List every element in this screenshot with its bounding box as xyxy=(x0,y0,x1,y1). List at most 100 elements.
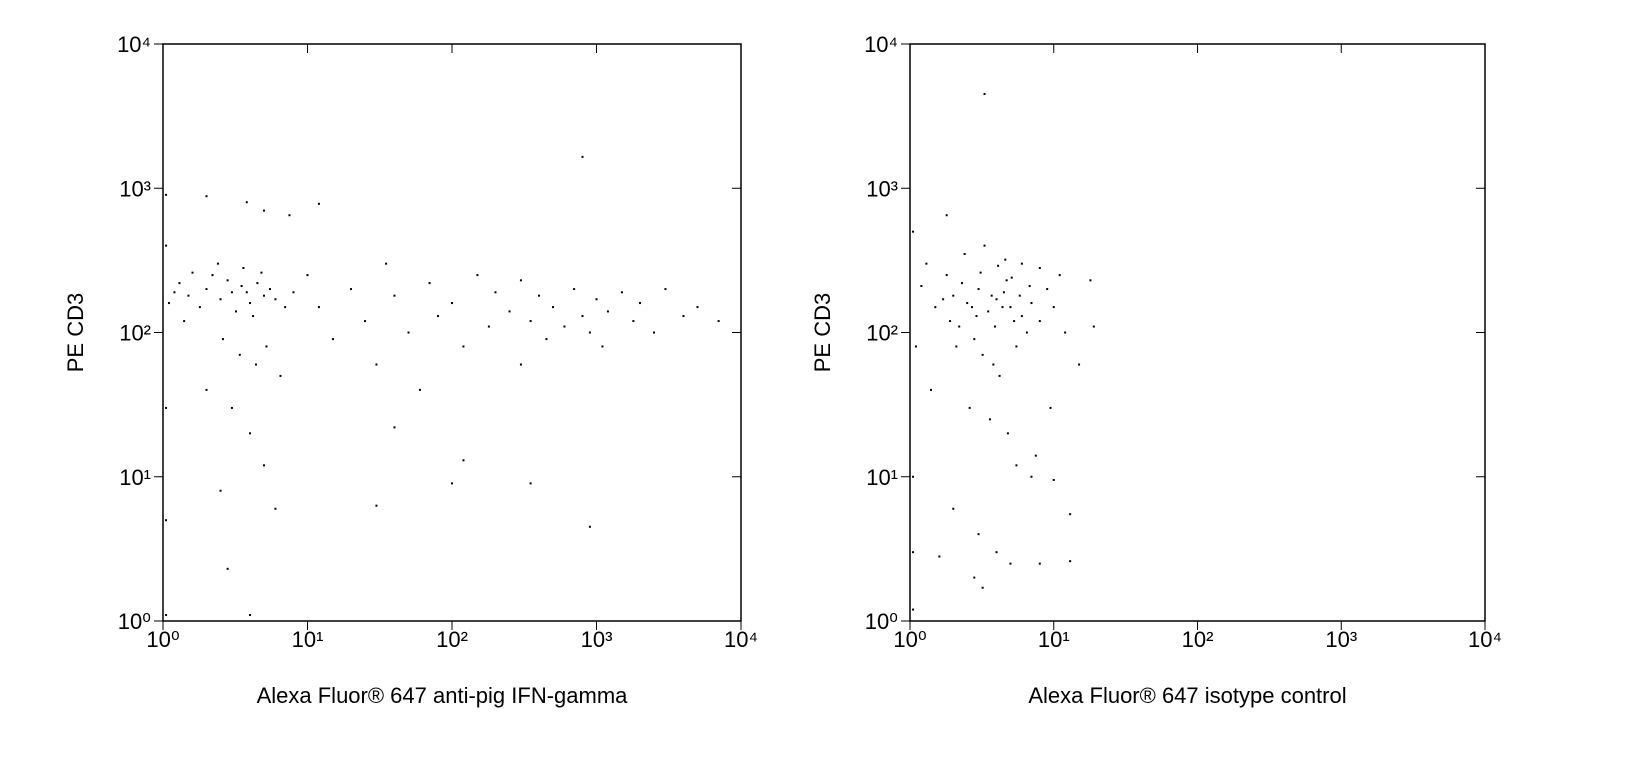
event-dot xyxy=(508,310,511,313)
event-dot xyxy=(638,302,641,305)
event-dot xyxy=(945,274,948,277)
event-dot xyxy=(912,608,915,611)
event-dot xyxy=(983,244,986,247)
event-dot xyxy=(205,388,208,391)
event-dot xyxy=(331,338,334,341)
x-tick-label: 10² xyxy=(1182,627,1214,652)
event-dot xyxy=(995,298,998,301)
event-dot xyxy=(279,374,282,377)
event-dot xyxy=(581,315,584,318)
event-dot xyxy=(317,202,320,205)
event-dot xyxy=(165,406,168,409)
event-dot xyxy=(1078,363,1081,366)
event-dot xyxy=(1069,513,1072,516)
event-dot xyxy=(1001,306,1004,309)
event-dot xyxy=(1006,432,1009,435)
event-dot xyxy=(173,291,176,294)
event-dot xyxy=(274,298,277,301)
y-tick-label: 10⁰ xyxy=(865,609,898,634)
event-dot xyxy=(563,325,566,328)
event-dot xyxy=(983,93,986,96)
x-tick-label: 10⁰ xyxy=(893,627,926,652)
event-dot xyxy=(955,345,958,348)
event-dot xyxy=(187,294,190,297)
event-dot xyxy=(216,262,219,265)
event-dot xyxy=(284,306,287,309)
event-dot xyxy=(960,282,963,285)
event-dot xyxy=(219,489,222,492)
event-dot xyxy=(987,310,990,313)
event-dot xyxy=(238,353,241,356)
event-dot xyxy=(519,363,522,366)
event-dot xyxy=(1018,294,1021,297)
event-dot xyxy=(165,244,168,247)
event-dot xyxy=(317,306,320,309)
event-dot xyxy=(167,302,170,305)
plot-frame xyxy=(909,43,1486,622)
event-dot xyxy=(581,155,584,158)
event-dot xyxy=(165,614,168,617)
event-dot xyxy=(973,338,976,341)
event-dot xyxy=(265,345,268,348)
y-tick-label: 10⁴ xyxy=(864,32,898,57)
event-dot xyxy=(1038,320,1041,323)
event-dot xyxy=(1020,262,1023,265)
event-dot xyxy=(1052,478,1055,481)
x-tick-label: 10³ xyxy=(581,627,613,652)
event-dot xyxy=(963,253,966,256)
event-dot xyxy=(1015,345,1018,348)
event-dot xyxy=(393,426,396,429)
event-dot xyxy=(552,306,555,309)
event-dot xyxy=(205,288,208,291)
event-dot xyxy=(205,195,208,198)
event-dot xyxy=(1089,279,1092,282)
event-dot xyxy=(1004,258,1007,261)
event-dot xyxy=(245,201,248,204)
event-dot xyxy=(476,274,479,277)
event-dot xyxy=(407,331,410,334)
event-dot xyxy=(364,320,367,323)
event-dot xyxy=(349,288,352,291)
event-dot xyxy=(1020,315,1023,318)
event-dot xyxy=(263,464,266,467)
y-tick-label: 10¹ xyxy=(119,465,151,490)
event-dot xyxy=(292,291,295,294)
event-dot xyxy=(393,294,396,297)
y-tick-label: 10² xyxy=(866,321,898,346)
event-dot xyxy=(920,285,923,288)
event-dot xyxy=(263,294,266,297)
event-dot xyxy=(653,331,656,334)
event-dot xyxy=(912,475,915,478)
event-dot xyxy=(248,432,251,435)
event-dot xyxy=(178,282,181,285)
y-tick-label: 10³ xyxy=(866,176,898,201)
event-dot xyxy=(306,274,309,277)
event-dot xyxy=(529,320,532,323)
event-dot xyxy=(588,525,591,528)
event-dot xyxy=(428,282,431,285)
event-dot xyxy=(183,320,186,323)
x-axis-label: Alexa Fluor® 647 anti-pig IFN-gamma xyxy=(257,683,629,708)
event-dot xyxy=(165,193,168,196)
event-dot xyxy=(288,214,291,217)
event-dot xyxy=(696,306,699,309)
event-dot xyxy=(682,315,685,318)
event-dot xyxy=(462,345,465,348)
event-dot xyxy=(418,388,421,391)
x-tick-label: 10⁰ xyxy=(146,627,179,652)
event-dot xyxy=(487,325,490,328)
event-dot xyxy=(952,294,955,297)
event-dot xyxy=(914,345,917,348)
event-dot xyxy=(226,279,229,282)
event-dot xyxy=(274,507,277,510)
event-dot xyxy=(451,482,453,485)
event-dot xyxy=(588,331,591,334)
event-dot xyxy=(945,214,948,217)
event-dot xyxy=(545,338,548,341)
event-dot xyxy=(248,302,251,305)
event-dot xyxy=(988,418,991,421)
event-dot xyxy=(1009,306,1012,309)
event-dot xyxy=(601,345,604,348)
event-dot xyxy=(1005,279,1008,282)
